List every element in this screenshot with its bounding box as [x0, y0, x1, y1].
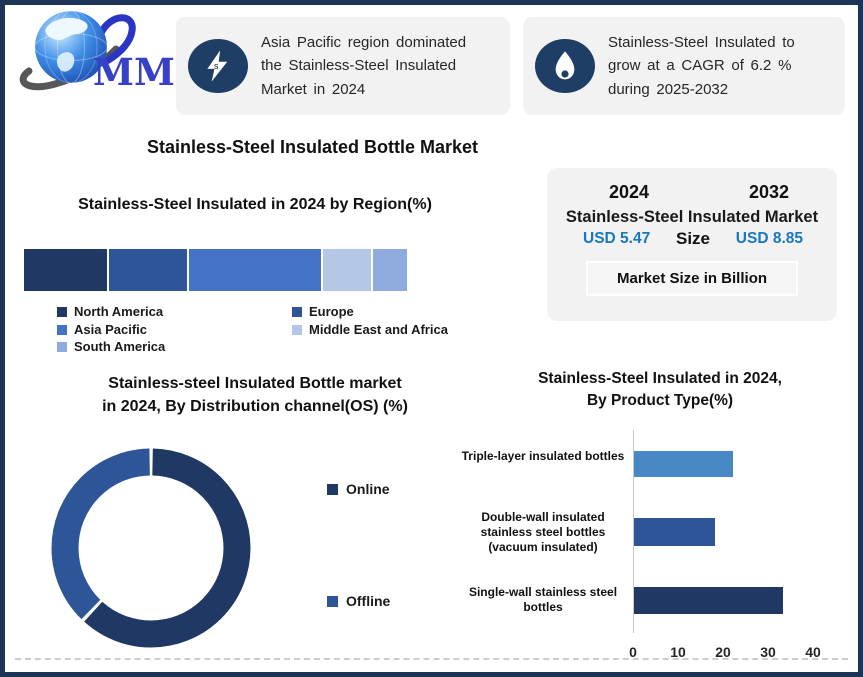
- y-axis-line: [633, 430, 634, 633]
- region-legend: North America Europe Asia Pacific Middle Ea…: [57, 305, 448, 354]
- region-segment-europe: [108, 249, 190, 291]
- region-segment-south-america: [373, 249, 407, 291]
- callout-text: Stainless-Steel Insulated to grow at a C…: [608, 33, 795, 98]
- distribution-donut-chart: [51, 448, 251, 648]
- legend-marker-europe: [292, 307, 302, 317]
- lightning-icon: s: [188, 39, 248, 93]
- market-size-word: Size: [675, 229, 711, 248]
- flame-icon: [535, 39, 595, 93]
- legend-label-south-america: South America: [74, 339, 166, 354]
- logo-text: MMR: [93, 50, 191, 94]
- donut-chart-title: Stainless-steel Insulated Bottle market …: [102, 375, 408, 415]
- callout-asia-pacific: s Asia Pacific region dominated the Stai…: [176, 17, 510, 115]
- region-stacked-bar: [24, 249, 407, 291]
- donut-slice-offline: [51, 448, 251, 648]
- legend-item-online: Online: [327, 481, 390, 497]
- legend-item-north-america: North America: [57, 305, 292, 319]
- bar-label-single-wall-stainless-steel: Single-wall stainless steel bottles: [468, 585, 618, 614]
- x-tick-10: 10: [670, 644, 686, 660]
- callout-text: Asia Pacific region dominated the Stainl…: [261, 33, 467, 98]
- callout-cagr: Stainless-Steel Insulated to grow at a C…: [523, 17, 845, 115]
- region-segment-middle-east-and-africa: [322, 249, 374, 291]
- donut-slice-online: [51, 448, 251, 648]
- region-chart-title: Stainless-Steel Insulated in 2024 by Reg…: [78, 196, 432, 213]
- legend-label-asia-pacific: Asia Pacific: [74, 321, 147, 337]
- bar-single-wall-stainless-steel: [634, 587, 783, 614]
- market-value-2024: USD 5.47: [583, 230, 651, 247]
- x-tick-40: 40: [805, 644, 821, 660]
- product-chart-title: Stainless-Steel Insulated in 2024, By Pr…: [538, 370, 782, 409]
- market-value-2032: USD 8.85: [735, 230, 803, 247]
- legend-item-offline: Offline: [327, 593, 390, 609]
- legend-label-online: Online: [346, 481, 390, 497]
- x-tick-30: 30: [760, 644, 776, 660]
- page-title: Stainless-Steel Insulated Bottle Market: [146, 137, 479, 157]
- region-segment-asia-pacific: [189, 249, 323, 291]
- legend-marker-offline: [327, 595, 338, 607]
- mmr-logo: MMR: [19, 10, 191, 94]
- year-2032-label: 2032: [748, 182, 789, 202]
- legend-label-middle-east-and-africa: Middle East and Africa: [309, 321, 448, 337]
- legend-item-europe: Europe: [292, 305, 448, 319]
- legend-marker-north-america: [57, 307, 67, 317]
- legend-item-middle-east-and-africa: Middle East and Africa: [292, 321, 448, 337]
- legend-label-europe: Europe: [309, 304, 354, 319]
- year-2024-label: 2024: [609, 182, 650, 202]
- x-tick-20: 20: [715, 644, 731, 660]
- legend-marker-asia-pacific: [57, 324, 67, 335]
- bar-triple-layer-insulated-bottles: [634, 451, 733, 477]
- market-size-unit-note: Market Size in Billion: [586, 261, 798, 296]
- bottom-dashed-divider: [15, 658, 848, 660]
- legend-item-south-america: South America: [57, 340, 292, 354]
- bar-double-wall-insulated-stainless: [634, 518, 715, 546]
- market-size-title: Stainless-Steel Insulated Market: [565, 208, 819, 226]
- svg-text:s: s: [214, 61, 219, 71]
- x-tick-0: 0: [629, 644, 637, 660]
- legend-label-north-america: North America: [74, 304, 164, 319]
- bar-label-double-wall-insulated-stainless: Double-wall insulated stainless steel bo…: [480, 510, 606, 554]
- region-segment-north-america: [24, 249, 109, 291]
- globe-icon: [34, 10, 108, 84]
- legend-marker-online: [327, 483, 338, 495]
- legend-label-offline: Offline: [346, 593, 391, 609]
- legend-marker-middle-east-and-africa: [292, 324, 302, 335]
- legend-marker-south-america: [57, 342, 67, 352]
- bar-label-triple-layer-insulated-bottles: Triple-layer insulated bottles: [461, 449, 625, 463]
- product-type-bar-chart: Triple-layer insulated bottles Double-wal…: [460, 420, 858, 670]
- legend-item-asia-pacific: Asia Pacific: [57, 321, 292, 337]
- market-size-panel: 2024 2032 Stainless-Steel Insulated Mark…: [547, 168, 837, 321]
